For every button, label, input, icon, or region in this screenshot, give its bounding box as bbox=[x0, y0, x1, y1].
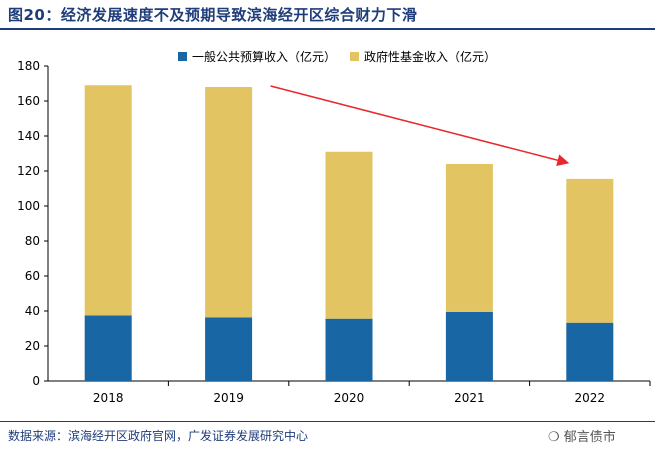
legend-swatch-general bbox=[178, 52, 187, 61]
x-tick-label: 2018 bbox=[93, 391, 124, 405]
figure-title: 图20：经济发展速度不及预期导致滨海经开区综合财力下滑 bbox=[8, 6, 418, 24]
bar-general-2022 bbox=[566, 322, 614, 381]
bar-fund-2022 bbox=[566, 178, 614, 323]
bar-general-2020 bbox=[325, 318, 373, 381]
bar-general-2018 bbox=[84, 315, 132, 381]
y-tick-label: 160 bbox=[17, 94, 40, 108]
y-tick-label: 40 bbox=[25, 304, 40, 318]
x-tick-label: 2021 bbox=[454, 391, 485, 405]
y-tick-label: 140 bbox=[17, 129, 40, 143]
trend-arrow-line bbox=[270, 85, 570, 167]
bar-fund-2019 bbox=[205, 87, 253, 318]
bar-fund-2018 bbox=[84, 85, 132, 316]
watermark-text: 郁言债市 bbox=[563, 430, 616, 445]
legend-label-fund: 政府性基金收入（亿元） bbox=[364, 49, 496, 64]
bar-fund-2021 bbox=[445, 164, 493, 312]
y-tick-label: 0 bbox=[32, 374, 40, 388]
bar-general-2021 bbox=[445, 311, 493, 381]
footer-rule bbox=[0, 421, 655, 422]
source-note: 数据来源：滨海经开区政府官网，广发证券发展研究中心 bbox=[8, 429, 309, 443]
bar-fund-2020 bbox=[325, 151, 373, 319]
watermark: ❍ 郁言债市 bbox=[548, 426, 616, 445]
y-tick-label: 100 bbox=[17, 199, 40, 213]
stacked-bar-chart: 一般公共预算收入（亿元） 政府性基金收入（亿元） 0 20 40 60 80 100 120… bbox=[17, 49, 651, 405]
legend: 一般公共预算收入（亿元） 政府性基金收入（亿元） bbox=[178, 49, 496, 64]
legend-label-general: 一般公共预算收入（亿元） bbox=[192, 49, 336, 64]
axes: 0 20 40 60 80 100 120 140 160 180 2018 2019 2020 2021… bbox=[17, 59, 651, 405]
title-rule bbox=[0, 28, 655, 30]
legend-swatch-fund bbox=[350, 52, 359, 61]
bar-general-2019 bbox=[205, 317, 253, 381]
y-tick-label: 120 bbox=[17, 164, 40, 178]
y-tick-label: 180 bbox=[17, 59, 40, 73]
x-tick-label: 2022 bbox=[575, 391, 606, 405]
wechat-icon: ❍ bbox=[548, 430, 564, 445]
y-tick-label: 80 bbox=[25, 234, 40, 248]
trend-arrow bbox=[270, 85, 570, 167]
x-tick-label: 2019 bbox=[213, 391, 244, 405]
x-tick-label: 2020 bbox=[334, 391, 365, 405]
y-tick-label: 60 bbox=[25, 269, 40, 283]
y-tick-label: 20 bbox=[25, 339, 40, 353]
bars bbox=[84, 85, 614, 381]
